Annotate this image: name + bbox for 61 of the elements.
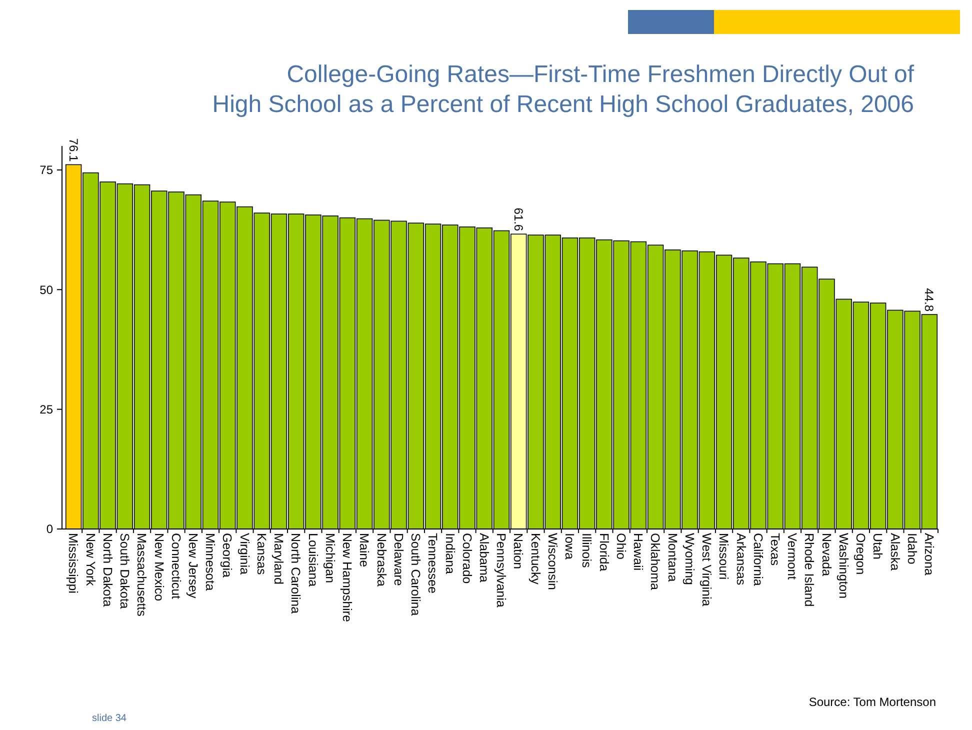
x-tick-label: New Jersey xyxy=(186,533,200,600)
x-tick-label: Indiana xyxy=(442,533,457,574)
x-tick-label: Oregon xyxy=(854,533,868,575)
x-tick-label: Maryland xyxy=(272,533,286,584)
x-tick-label: Wyoming xyxy=(682,533,696,586)
data-label: 76.1 xyxy=(66,138,80,162)
x-tick-label: Arizona xyxy=(922,533,936,576)
y-tick-label: 0 xyxy=(46,522,54,536)
source-note: Source: Tom Mortenson xyxy=(808,695,936,709)
y-tick-label: 50 xyxy=(40,282,54,297)
y-tick-label: 25 xyxy=(40,402,54,417)
x-tick-label: Minnesota xyxy=(203,533,218,591)
chart-title: College-Going Rates—First-Time Freshmen Directly Out of High School as a Percent of Recent High School Graduates, 2006 xyxy=(212,61,914,118)
x-tick-label: Kentucky xyxy=(528,533,542,586)
x-tick-label: Pennsylvania xyxy=(494,533,508,608)
x-tick-label: West Virginia xyxy=(700,533,714,606)
x-tick-label: Nation xyxy=(511,533,526,570)
x-tick-label: Nevada xyxy=(819,533,834,576)
x-tick-label: Rhode Island xyxy=(802,533,816,607)
x-tick-label: Connecticut xyxy=(168,533,183,600)
x-tick-label: Illinois xyxy=(580,533,594,568)
x-tick-label: Oklahoma xyxy=(648,533,662,590)
x-tick-label: Nebraska xyxy=(374,533,388,587)
x-tick-label: New Mexico xyxy=(152,533,166,602)
x-tick-label: Montana xyxy=(665,533,680,582)
x-tick-label: Idaho xyxy=(904,533,919,564)
x-tick-label: Utah xyxy=(870,533,885,560)
x-tick-label: Kansas xyxy=(254,533,268,575)
x-tick-label: Colorado xyxy=(460,533,474,584)
x-tick-label: Louisiana xyxy=(306,533,320,587)
x-tick-label: Delaware xyxy=(391,533,406,586)
y-tick-label: 75 xyxy=(40,163,54,178)
x-tick-label: Arkansas xyxy=(734,533,748,586)
x-tick-label: Wisconsin xyxy=(545,533,560,590)
x-tick-label: Georgia xyxy=(220,533,234,578)
x-tick-label: Hawaii xyxy=(631,533,646,571)
x-tick-label: North Carolina xyxy=(288,533,303,614)
x-tick-label: California xyxy=(750,533,765,586)
x-tick-label: Tennessee xyxy=(426,533,440,594)
x-tick-label: Alaska xyxy=(888,533,902,571)
x-tick-label: Vermont xyxy=(785,533,800,580)
x-tick-label: New York xyxy=(83,533,98,587)
x-tick-label: Missouri xyxy=(716,533,731,580)
x-tick-label: South Dakota xyxy=(118,533,132,609)
data-label: 44.8 xyxy=(922,288,936,312)
x-tick-label: Michigan xyxy=(322,533,337,584)
x-tick-label: Texas xyxy=(768,533,782,566)
x-tick-label: Alabama xyxy=(477,533,492,582)
x-tick-label: Iowa xyxy=(562,533,577,560)
x-tick-label: Florida xyxy=(596,533,611,572)
data-label: 61.6 xyxy=(511,208,526,232)
x-tick-label: North Dakota xyxy=(100,533,114,607)
x-tick-label: Ohio xyxy=(614,533,628,560)
x-tick-label: Washington xyxy=(836,533,850,599)
x-tick-label: Virginia xyxy=(237,533,252,575)
x-tick-label: Mississippi xyxy=(66,533,80,594)
text: slide 34 xyxy=(92,713,127,724)
x-tick-label: South Carolina xyxy=(408,533,423,616)
x-tick-label: Massachusetts xyxy=(134,533,149,616)
x-tick-label: New Hampshire xyxy=(340,533,354,622)
x-tick-label: Maine xyxy=(357,533,372,568)
